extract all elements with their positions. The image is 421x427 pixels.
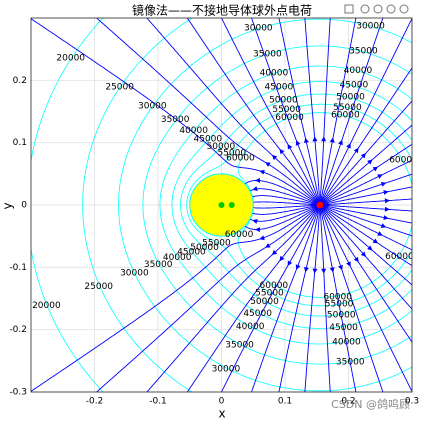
contour-label: 60000	[275, 113, 304, 123]
x-tick-label: 0	[219, 397, 225, 407]
contour-label: 25000	[84, 282, 113, 292]
y-tick-label: -0.1	[9, 263, 27, 273]
contour-label: 30000	[356, 22, 385, 32]
contour-label: 60000	[385, 252, 414, 262]
contour-label: 45000	[340, 80, 369, 90]
contour-label: 40000	[236, 322, 265, 332]
contour-label: 40000	[332, 338, 361, 348]
contour-label: 40000	[344, 66, 373, 76]
contour-label: 60000	[331, 110, 360, 120]
contour-label: 35000	[225, 341, 254, 351]
contour-label: 45000	[265, 83, 294, 93]
contour-label: 40000	[260, 68, 289, 78]
contour-label: 60000	[389, 156, 418, 166]
contour-label: 30000	[120, 269, 149, 279]
contour-label: 60000	[225, 230, 254, 240]
y-tick-label: 0	[21, 201, 27, 211]
contour-label: 50000	[250, 297, 279, 307]
image-charge	[229, 202, 235, 208]
x-tick-label: 0.3	[405, 397, 419, 407]
contour-label: 35000	[336, 357, 365, 367]
contour-label: 35000	[161, 115, 190, 125]
contour-label: 60000	[226, 154, 255, 164]
contour-label: 30000	[212, 365, 241, 375]
x-tick-label: 0.1	[278, 397, 292, 407]
point-charge	[316, 202, 323, 209]
y-tick-label: 0.1	[13, 138, 27, 148]
x-tick-label: 0.2	[341, 397, 355, 407]
toolbar[interactable]	[345, 5, 408, 13]
x-axis-label: x	[218, 407, 225, 421]
x-tick-label: -0.2	[86, 397, 104, 407]
contour-label: 25000	[105, 82, 134, 92]
contour-label: 30000	[138, 102, 167, 112]
y-axis-label: y	[1, 202, 15, 209]
contour-label: 35000	[253, 49, 282, 59]
x-tick-label: -0.1	[149, 397, 167, 407]
contour-label: 20000	[56, 53, 85, 63]
toolbar-icon[interactable]	[361, 5, 369, 13]
contour-label: 50000	[327, 311, 356, 321]
contour-label: 30000	[244, 24, 273, 34]
chart-title: 镜像法——不接地导体球外点电荷	[132, 3, 312, 18]
contour-label: 60000	[323, 292, 352, 302]
y-tick-label: 0.2	[13, 76, 27, 86]
toolbar-icon[interactable]	[345, 5, 353, 13]
toolbar-icon[interactable]	[374, 5, 382, 13]
contour-label: 35000	[349, 47, 378, 57]
image-charge	[219, 202, 225, 208]
contour-label: 45000	[329, 323, 358, 333]
contour-label: 20000	[32, 301, 61, 311]
contour-label: 50000	[336, 92, 365, 102]
y-tick-label: -0.2	[9, 325, 27, 335]
toolbar-icon[interactable]	[400, 5, 408, 13]
y-tick-label: -0.3	[9, 388, 27, 398]
contour-label: 45000	[243, 309, 272, 319]
toolbar-icon[interactable]	[387, 5, 395, 13]
contour-label: 60000	[260, 281, 289, 291]
